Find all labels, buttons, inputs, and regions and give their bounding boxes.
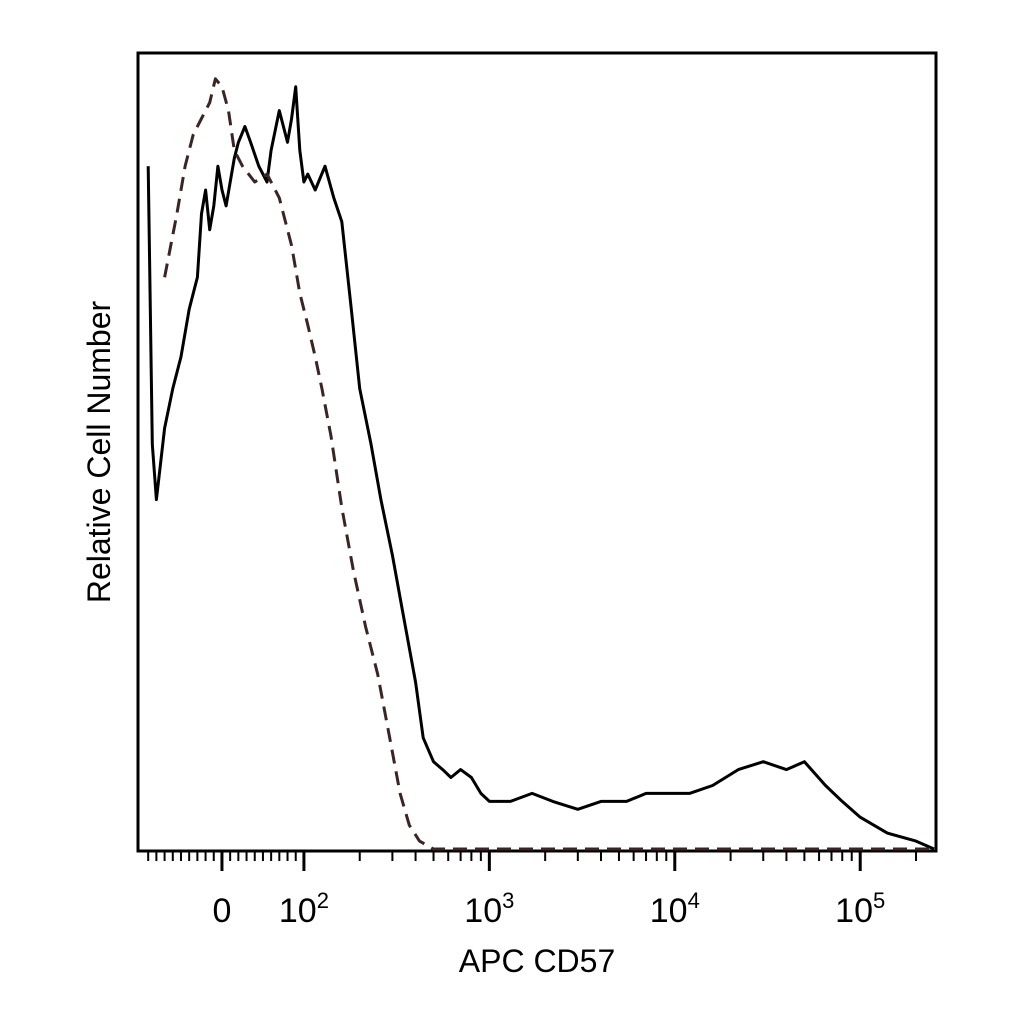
series-line-solid	[146, 85, 935, 851]
x-tick-label: 105	[835, 888, 885, 930]
x-tick-label-base: 10	[464, 892, 502, 930]
x-axis-title: APC CD57	[459, 943, 616, 979]
x-tick-label: 102	[279, 888, 329, 930]
x-tick-label-exponent: 4	[688, 888, 700, 913]
x-tick-label: 0	[212, 892, 231, 930]
x-tick-label-exponent: 2	[317, 888, 329, 913]
x-major-ticks	[220, 851, 862, 871]
x-tick-label-exponent: 5	[873, 888, 885, 913]
x-tick-label-base: 10	[835, 892, 873, 930]
y-axis-title: Relative Cell Number	[81, 300, 117, 603]
x-tick-label: 103	[464, 888, 514, 930]
x-tick-label-base: 10	[650, 892, 688, 930]
x-tick-label: 104	[650, 888, 700, 930]
x-tick-labels: 0 102 103 104 105	[212, 888, 885, 930]
plot-frame	[136, 51, 938, 853]
x-tick-label-exponent: 3	[502, 888, 514, 913]
series-line-dashed	[163, 77, 934, 851]
series-layer	[146, 77, 935, 851]
x-tick-label-base: 10	[279, 892, 317, 930]
x-minor-ticks	[147, 851, 918, 861]
x-tick-label-base: 0	[212, 892, 231, 930]
